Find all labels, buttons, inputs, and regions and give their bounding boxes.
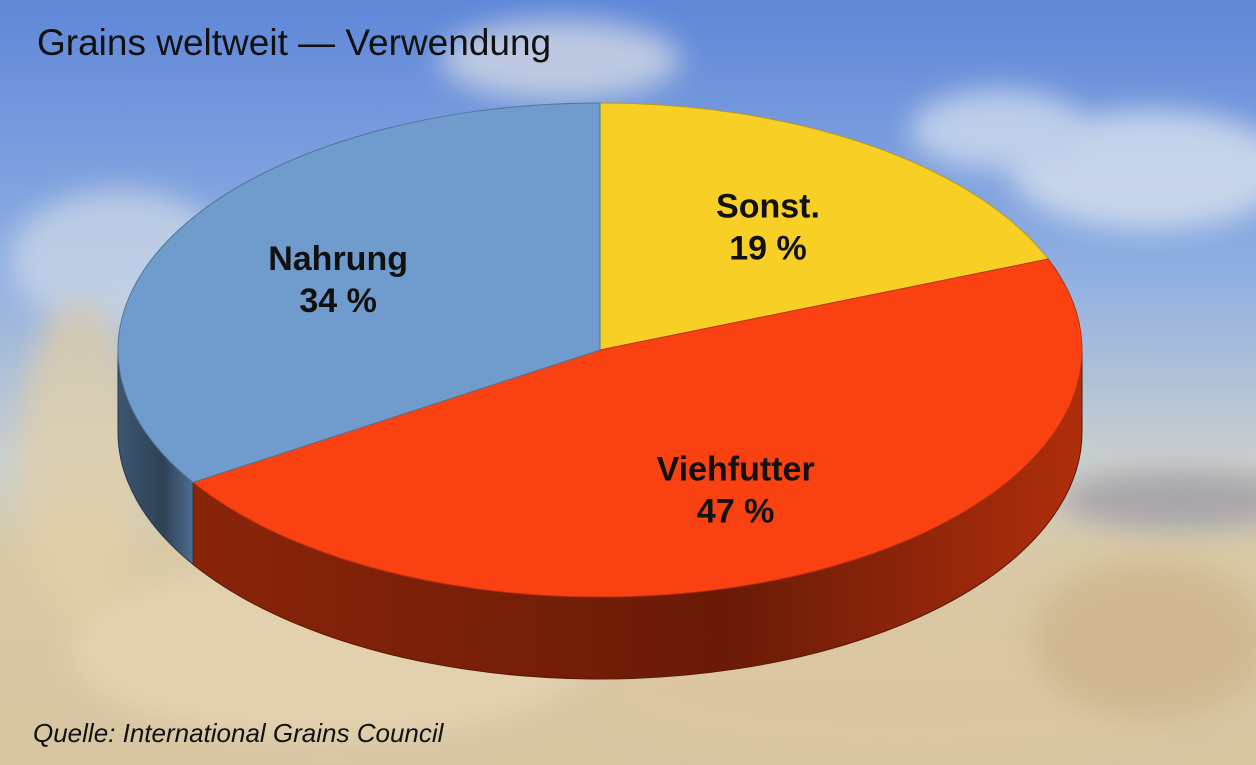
slice-label-nahrung: Nahrung	[268, 240, 408, 278]
slice-value-viehfutter: 47 %	[697, 492, 775, 530]
slice-value-sonst-: 19 %	[729, 229, 807, 267]
source-note: Quelle: International Grains Council	[33, 718, 444, 748]
slice-value-nahrung: 34 %	[299, 282, 377, 320]
pie-top-faces	[117, 102, 1083, 598]
chart-title: Grains weltweit — Verwendung	[37, 22, 552, 63]
slice-label-sonst-: Sonst.	[716, 187, 820, 225]
slice-label-viehfutter: Viehfutter	[657, 450, 815, 488]
pie-slice-viehfutter	[192, 258, 1083, 598]
pie-labels: Sonst. 19 % Viehfutter 47 % Nahrung 34 %	[268, 187, 820, 530]
pie-slice-sonst-	[599, 102, 1050, 351]
pie-slice-nahrung	[117, 102, 601, 483]
